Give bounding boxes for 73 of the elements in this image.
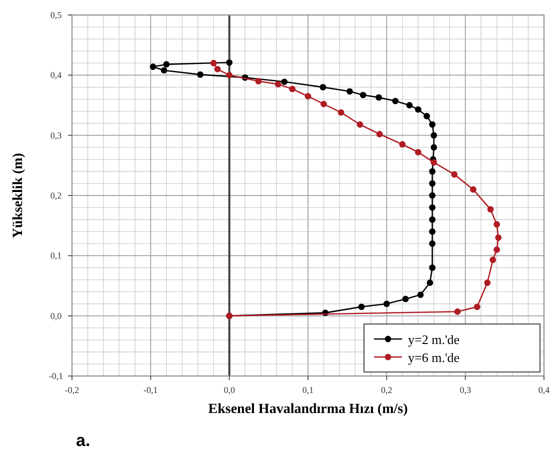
- point: [274, 80, 282, 88]
- point: [430, 132, 438, 139]
- point: [358, 304, 365, 310]
- point: [470, 186, 476, 193]
- point: [429, 240, 436, 247]
- x-axis-title: Eksenel Havalandırma Hızı (m/s): [208, 402, 408, 417]
- point: [226, 72, 233, 78]
- point: [417, 292, 424, 298]
- point: [414, 106, 422, 113]
- point: [210, 60, 217, 66]
- point: [429, 228, 436, 235]
- point: [454, 308, 461, 315]
- point: [429, 264, 436, 271]
- point: [424, 112, 430, 120]
- point: [402, 296, 409, 302]
- point: [392, 98, 399, 104]
- point: [255, 78, 262, 84]
- point: [414, 148, 422, 156]
- point: [399, 141, 406, 148]
- x-tick-label: 0,2: [381, 385, 392, 395]
- text: a.: [76, 431, 90, 450]
- point: [360, 92, 366, 98]
- point: [484, 280, 491, 286]
- point: [451, 171, 458, 178]
- y-axis-title: Yükseklik (m): [11, 152, 26, 238]
- point: [474, 304, 480, 310]
- legend-label: y=2 m.'de: [408, 332, 460, 347]
- y-tick-label: 0,5: [50, 10, 62, 20]
- y-tick-label: 0,4: [50, 70, 62, 80]
- point: [214, 66, 221, 72]
- point: [150, 64, 156, 70]
- point: [406, 102, 413, 108]
- point: [495, 234, 502, 241]
- point: [429, 121, 436, 128]
- point: [429, 168, 436, 175]
- point: [376, 130, 383, 138]
- x-tick-label: -0,1: [144, 385, 158, 395]
- point: [494, 246, 500, 253]
- point: [429, 204, 436, 211]
- x-tick-label: 0,1: [302, 385, 314, 395]
- point: [320, 84, 326, 90]
- x-tick-label: 0,4: [538, 385, 550, 395]
- point: [289, 86, 296, 92]
- point: [430, 159, 438, 166]
- point: [356, 121, 364, 128]
- point: [376, 94, 382, 101]
- point: [430, 144, 438, 151]
- point: [226, 59, 233, 66]
- x-tick-label: 0,0: [224, 385, 236, 395]
- point: [429, 216, 436, 223]
- point: [429, 180, 436, 187]
- point: [429, 192, 436, 199]
- point: [160, 67, 168, 74]
- y-tick-label: 0,1: [50, 250, 62, 261]
- point: [490, 256, 496, 264]
- y-tick-label: 0,0: [50, 310, 62, 321]
- y-tick-label: -0,1: [48, 371, 64, 381]
- point: [304, 93, 312, 100]
- y-tick-label: 0,2: [50, 190, 62, 200]
- point: [281, 78, 288, 85]
- point: [163, 61, 170, 68]
- legend-label: y=6 m.'de: [408, 350, 460, 365]
- point: [494, 221, 500, 228]
- point: [320, 100, 327, 108]
- point: [197, 71, 204, 78]
- point: [487, 206, 494, 213]
- point: [383, 300, 390, 307]
- x-tick-label: 0,3: [460, 385, 472, 395]
- point: [338, 109, 344, 116]
- point: [346, 88, 353, 95]
- x-tick-label: -0,2: [64, 385, 80, 395]
- y-tick-label: 0,3: [50, 130, 62, 140]
- point: [426, 280, 434, 286]
